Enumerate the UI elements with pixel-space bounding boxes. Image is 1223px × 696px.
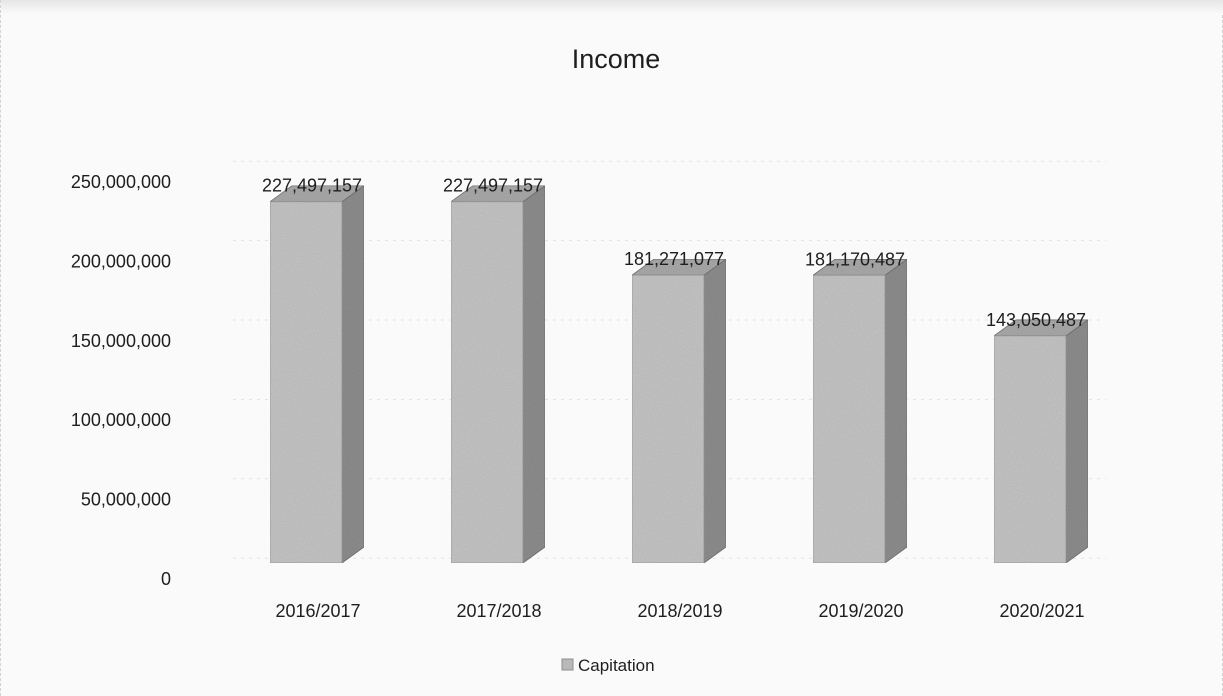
grid-layer (233, 160, 1106, 559)
data-label: 181,271,077 (624, 249, 724, 269)
bar-side (1065, 319, 1089, 564)
bar (449, 184, 547, 564)
data-label: 181,170,487 (805, 249, 905, 269)
bar-side (703, 258, 727, 564)
bar-side (522, 184, 546, 564)
bar-front (993, 335, 1067, 564)
bar-front (450, 201, 524, 564)
bar (992, 319, 1090, 564)
bar (630, 258, 728, 564)
bar-front (631, 274, 705, 564)
legend-swatch (561, 658, 574, 671)
bar (268, 184, 366, 564)
y-tick-label: 50,000,000 (81, 490, 171, 510)
chart-title: Income (572, 44, 661, 74)
bar-side (884, 258, 908, 564)
x-tick-label: 2020/2021 (999, 601, 1084, 621)
x-axis: 2016/2017 2017/2018 2018/2019 2019/2020 2020… (275, 601, 1084, 621)
legend-label: Capitation (578, 656, 655, 675)
data-label: 143,050,487 (986, 310, 1086, 330)
x-tick-label: 2017/2018 (456, 601, 541, 621)
y-tick-label: 250,000,000 (71, 172, 171, 192)
y-tick-label: 100,000,000 (71, 410, 171, 430)
x-tick-label: 2016/2017 (275, 601, 360, 621)
y-tick-label: 200,000,000 (71, 251, 171, 271)
data-label: 227,497,157 (443, 176, 543, 196)
data-label-layer: 227,497,157 227,497,157 181,271,077 181,170… (262, 176, 1086, 330)
bar-front (812, 274, 886, 564)
scan-edge (1, 0, 1223, 14)
bar-side (341, 184, 365, 564)
bar-layer (268, 184, 1090, 564)
y-tick-label: 150,000,000 (71, 331, 171, 351)
y-tick-label: 0 (161, 569, 171, 589)
data-label: 227,497,157 (262, 176, 362, 196)
y-axis: 0 50,000,000 100,000,000 150,000,000 200,000… (71, 172, 171, 589)
bar-front (269, 201, 343, 564)
x-tick-label: 2019/2020 (818, 601, 903, 621)
bar (811, 258, 909, 564)
legend: Capitation (561, 656, 655, 675)
x-tick-label: 2018/2019 (637, 601, 722, 621)
